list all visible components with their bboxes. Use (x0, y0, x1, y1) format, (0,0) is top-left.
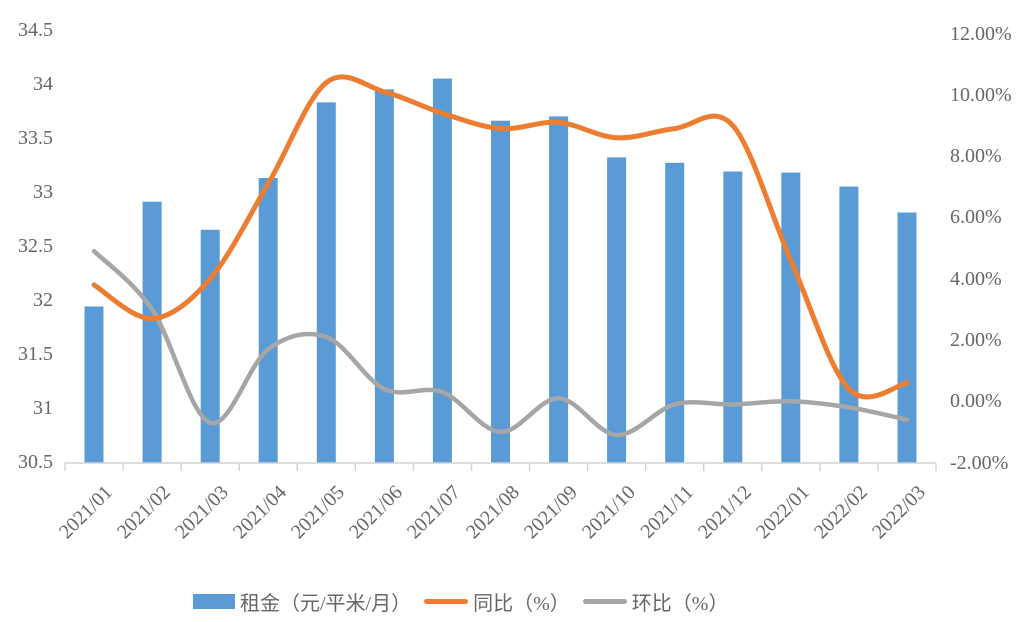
legend-label-yoy: 同比（%） (473, 592, 570, 615)
left-axis-tick: 34 (33, 73, 53, 95)
bar-2021-08 (491, 120, 510, 463)
legend-item-yoy: 同比（%） (424, 587, 570, 616)
bar-2021-09 (549, 116, 569, 464)
bar-2022-01 (781, 172, 801, 463)
right-axis-tick: 2.00% (950, 329, 1002, 351)
right-axis-tick: 12.00% (950, 22, 1012, 45)
right-axis-tick: 10.00% (950, 83, 1012, 106)
bar-2021-07 (432, 78, 452, 463)
rent-bar-swatch-icon (193, 593, 235, 609)
left-axis-tick: 32 (33, 289, 53, 311)
left-axis-tick: 31.5 (18, 343, 53, 365)
left-axis-tick: 30.5 (18, 451, 53, 473)
bar-2021-03 (200, 229, 220, 463)
left-axis-tick: 31 (33, 397, 53, 419)
mom-line (91, 248, 910, 438)
bar-2021-02 (142, 201, 162, 463)
legend: 租金（元/平米/月） 同比（%） 环比（%） (193, 587, 729, 616)
legend-item-rent: 租金（元/平米/月） (193, 587, 411, 616)
mom-line-swatch-icon (582, 598, 627, 604)
left-axis-tick: 34.5 (18, 19, 53, 41)
bar-2021-04 (258, 178, 278, 463)
left-axis-tick: 33.5 (18, 127, 53, 149)
bar-2021-06 (374, 89, 394, 464)
legend-item-mom: 环比（%） (582, 587, 729, 616)
right-axis-tick: 8.00% (950, 145, 1002, 168)
right-axis-tick: 0.00% (950, 390, 1002, 413)
left-axis-tick: 33 (33, 181, 53, 203)
legend-label-mom: 环比（%） (631, 592, 729, 615)
x-axis-line (64, 462, 937, 471)
yoy-line (91, 74, 910, 400)
yoy-line-swatch-icon (424, 598, 469, 604)
right-axis-tick: -2.00% (950, 451, 1009, 474)
right-axis-tick: 6.00% (950, 206, 1002, 229)
left-axis-tick: 32.5 (18, 235, 53, 257)
bar-2022-03 (897, 212, 917, 463)
bar-2021-12 (723, 171, 743, 463)
bar-2021-01 (84, 306, 104, 463)
bar-2021-05 (316, 102, 336, 464)
right-axis-tick: 4.00% (950, 267, 1002, 290)
bar-2021-11 (665, 162, 685, 464)
legend-label-rent: 租金（元/平米/月） (240, 592, 412, 615)
bar-2021-10 (607, 157, 627, 463)
bar-2022-02 (839, 186, 859, 463)
